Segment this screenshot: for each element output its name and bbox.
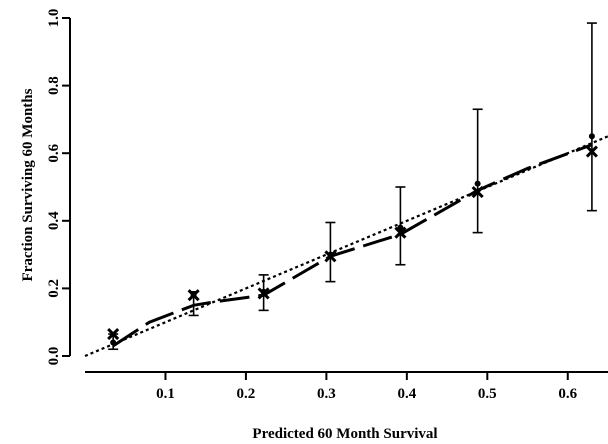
ideal-calibration-line [84,135,608,358]
predicted-marker [257,287,270,300]
predicted-marker-stroke [107,327,120,341]
y-tick-label: 0.6 [46,143,62,162]
observed-point [588,133,595,140]
predicted-marker [107,327,120,341]
y-axis: 0.0 0.2 0.4 0.6 0.8 1.0 [46,9,71,366]
x-axis: 0.1 0.2 0.3 0.4 0.5 0.6 [85,371,608,402]
x-tick-label: 0.4 [397,386,416,402]
x-tick-label: 0.1 [156,386,175,402]
predicted-marker [324,250,337,263]
predicted-marker-stroke [187,289,200,302]
predicted-marker [187,289,200,302]
predicted-marker-stroke [585,145,598,158]
x-axis-label: Predicted 60 Month Survival [252,426,437,442]
x-tick-label: 0.6 [558,386,577,402]
predicted-marker-stroke [324,250,337,263]
x-tick-label: 0.5 [478,386,497,402]
y-tick-label: 0.4 [46,211,62,230]
y-tick-label: 0.0 [46,347,62,366]
predicted-marker [585,145,598,158]
predicted-marker-stroke [257,287,270,300]
predicted-marker-stroke [394,226,407,239]
x-tick-label: 0.2 [237,386,256,402]
y-axis-label: Fraction Surviving 60 Months [20,88,36,281]
predicted-marker-stroke [471,186,484,199]
smoothed-calibration-line [112,143,593,348]
y-tick-label: 0.8 [46,76,62,95]
y-tick-label: 0.2 [46,279,62,298]
y-tick-label: 1.0 [46,9,62,28]
plot-area [84,22,608,358]
predicted-marker [471,186,484,199]
x-tick-label: 0.3 [317,386,336,402]
predicted-marker [394,226,407,239]
observed-point [110,339,117,346]
observed-point [474,180,481,187]
